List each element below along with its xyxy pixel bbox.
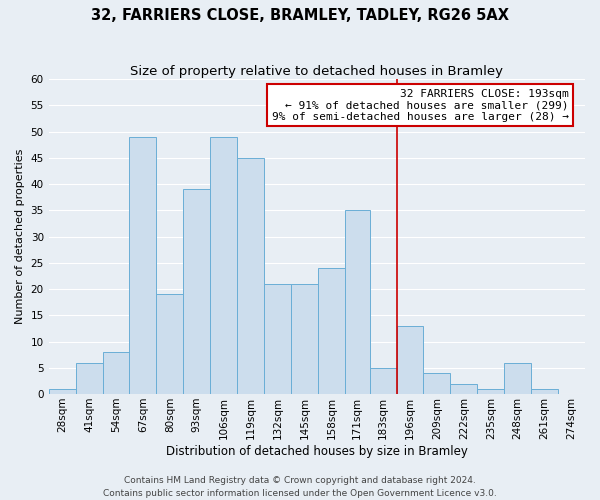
Bar <box>264 284 291 394</box>
Bar <box>345 210 370 394</box>
Bar <box>318 268 345 394</box>
Bar <box>291 284 318 394</box>
Bar <box>210 137 237 394</box>
Bar <box>76 362 103 394</box>
Bar <box>451 384 478 394</box>
Text: 32, FARRIERS CLOSE, BRAMLEY, TADLEY, RG26 5AX: 32, FARRIERS CLOSE, BRAMLEY, TADLEY, RG2… <box>91 8 509 22</box>
X-axis label: Distribution of detached houses by size in Bramley: Distribution of detached houses by size … <box>166 444 468 458</box>
Y-axis label: Number of detached properties: Number of detached properties <box>15 149 25 324</box>
Bar <box>237 158 264 394</box>
Bar <box>397 326 424 394</box>
Bar <box>370 368 397 394</box>
Bar <box>504 362 531 394</box>
Text: 32 FARRIERS CLOSE: 193sqm
← 91% of detached houses are smaller (299)
9% of semi-: 32 FARRIERS CLOSE: 193sqm ← 91% of detac… <box>272 88 569 122</box>
Bar <box>424 373 451 394</box>
Bar <box>103 352 130 394</box>
Bar <box>478 389 504 394</box>
Bar <box>157 294 183 394</box>
Bar <box>531 389 558 394</box>
Text: Contains HM Land Registry data © Crown copyright and database right 2024.
Contai: Contains HM Land Registry data © Crown c… <box>103 476 497 498</box>
Bar <box>183 190 210 394</box>
Title: Size of property relative to detached houses in Bramley: Size of property relative to detached ho… <box>130 65 503 78</box>
Bar <box>130 137 157 394</box>
Bar <box>49 389 76 394</box>
